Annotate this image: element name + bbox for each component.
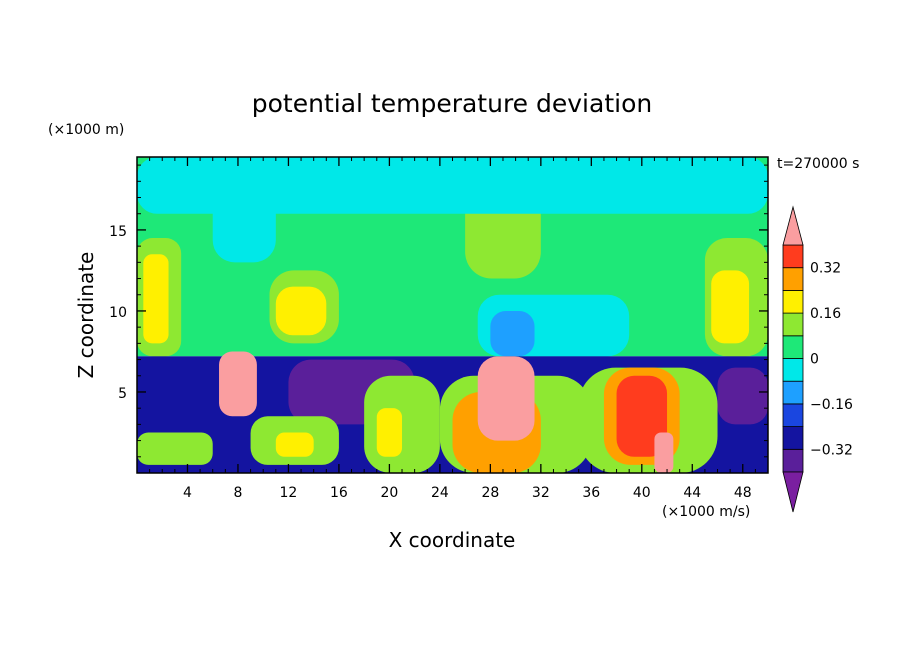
heatmap-field	[137, 157, 768, 473]
y-tick-label: 10	[109, 305, 127, 321]
field-region	[654, 432, 674, 473]
x-tick-label: 24	[431, 485, 449, 501]
y-tick-label: 5	[118, 386, 127, 402]
x-axis-label: X coordinate	[389, 528, 516, 552]
field-region	[711, 270, 750, 344]
colorbar-bin	[782, 267, 804, 291]
colorbar-bin	[782, 335, 804, 359]
x-tick-label: 44	[683, 485, 701, 501]
colorbar-bin	[782, 380, 804, 405]
colorbar-above-triangle	[782, 205, 804, 246]
colorbar-bin	[782, 448, 804, 473]
colorbar-bin	[782, 244, 804, 269]
field-region	[219, 351, 257, 417]
colorbar-tick-label: −0.32	[810, 442, 853, 458]
x-unit-label: (×1000 m/s)	[662, 504, 750, 520]
field-region	[477, 356, 535, 441]
colorbar-tick-label: 0.32	[810, 261, 841, 277]
field-region	[275, 432, 314, 457]
x-tick-label: 16	[330, 485, 348, 501]
colorbar-bin	[782, 289, 804, 314]
field-region	[275, 286, 327, 336]
y-axis-ticks: 5 10 15	[109, 164, 768, 458]
chart-title: potential temperature deviation	[252, 89, 652, 118]
x-tick-label: 48	[734, 485, 752, 501]
field-region	[143, 254, 169, 344]
colorbar-tick-label: −0.16	[810, 397, 853, 413]
time-label: t=270000 s	[777, 156, 859, 172]
x-tick-label: 32	[532, 485, 550, 501]
field-region	[137, 432, 213, 465]
field-region	[490, 310, 535, 357]
x-tick-label: 28	[481, 485, 499, 501]
field-region	[364, 375, 440, 473]
x-tick-label: 20	[380, 485, 398, 501]
x-tick-label: 40	[633, 485, 651, 501]
x-axis-ticks: 4 8 12 16 20 24 28 32 36 40 44 48	[149, 157, 756, 501]
colorbar-bin	[782, 403, 804, 427]
colorbar-bin	[782, 312, 804, 337]
y-tick-label: 15	[109, 224, 127, 240]
colorbar: 0.32 0.16 0 −0.16 −0.32	[782, 205, 853, 513]
field-region	[717, 367, 768, 425]
x-tick-label: 4	[183, 485, 192, 501]
colorbar-below-triangle	[782, 471, 804, 513]
colorbar-tick-label: 0.16	[810, 306, 841, 322]
y-axis-label: Z coordinate	[74, 252, 98, 379]
field-region	[137, 157, 768, 214]
y-unit-label: (×1000 m)	[48, 122, 124, 138]
field-region	[616, 375, 668, 457]
colorbar-bin	[782, 358, 804, 382]
x-tick-label: 8	[233, 485, 242, 501]
x-tick-label: 12	[280, 485, 298, 501]
x-tick-label: 36	[582, 485, 600, 501]
colorbar-bin	[782, 426, 804, 450]
colorbar-tick-label: 0	[810, 352, 819, 368]
field-region	[376, 408, 403, 457]
